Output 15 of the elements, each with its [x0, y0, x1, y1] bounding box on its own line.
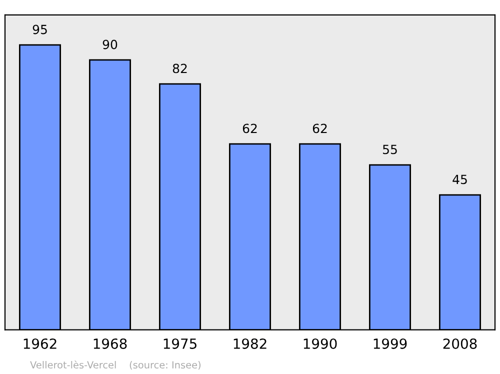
x-tick-label: 1975 [164, 338, 196, 349]
data-label: 90 [102, 40, 118, 50]
x-tick-label: 1968 [94, 338, 127, 349]
data-label: 82 [172, 64, 187, 74]
data-label: 55 [383, 144, 397, 154]
data-label: 45 [452, 174, 467, 184]
x-tick-label: 1990 [304, 338, 337, 349]
data-label: 62 [242, 124, 257, 134]
x-tick-label: 1962 [24, 338, 56, 349]
data-label: 95 [32, 24, 47, 34]
x-tick-label: 2008 [443, 338, 477, 349]
x-tick-label: 1999 [374, 338, 407, 349]
x-tick-label: 1982 [234, 338, 266, 349]
text: Vellerot-lès-Vercel (source: Insee) [30, 360, 200, 370]
data-label: 62 [312, 124, 327, 134]
